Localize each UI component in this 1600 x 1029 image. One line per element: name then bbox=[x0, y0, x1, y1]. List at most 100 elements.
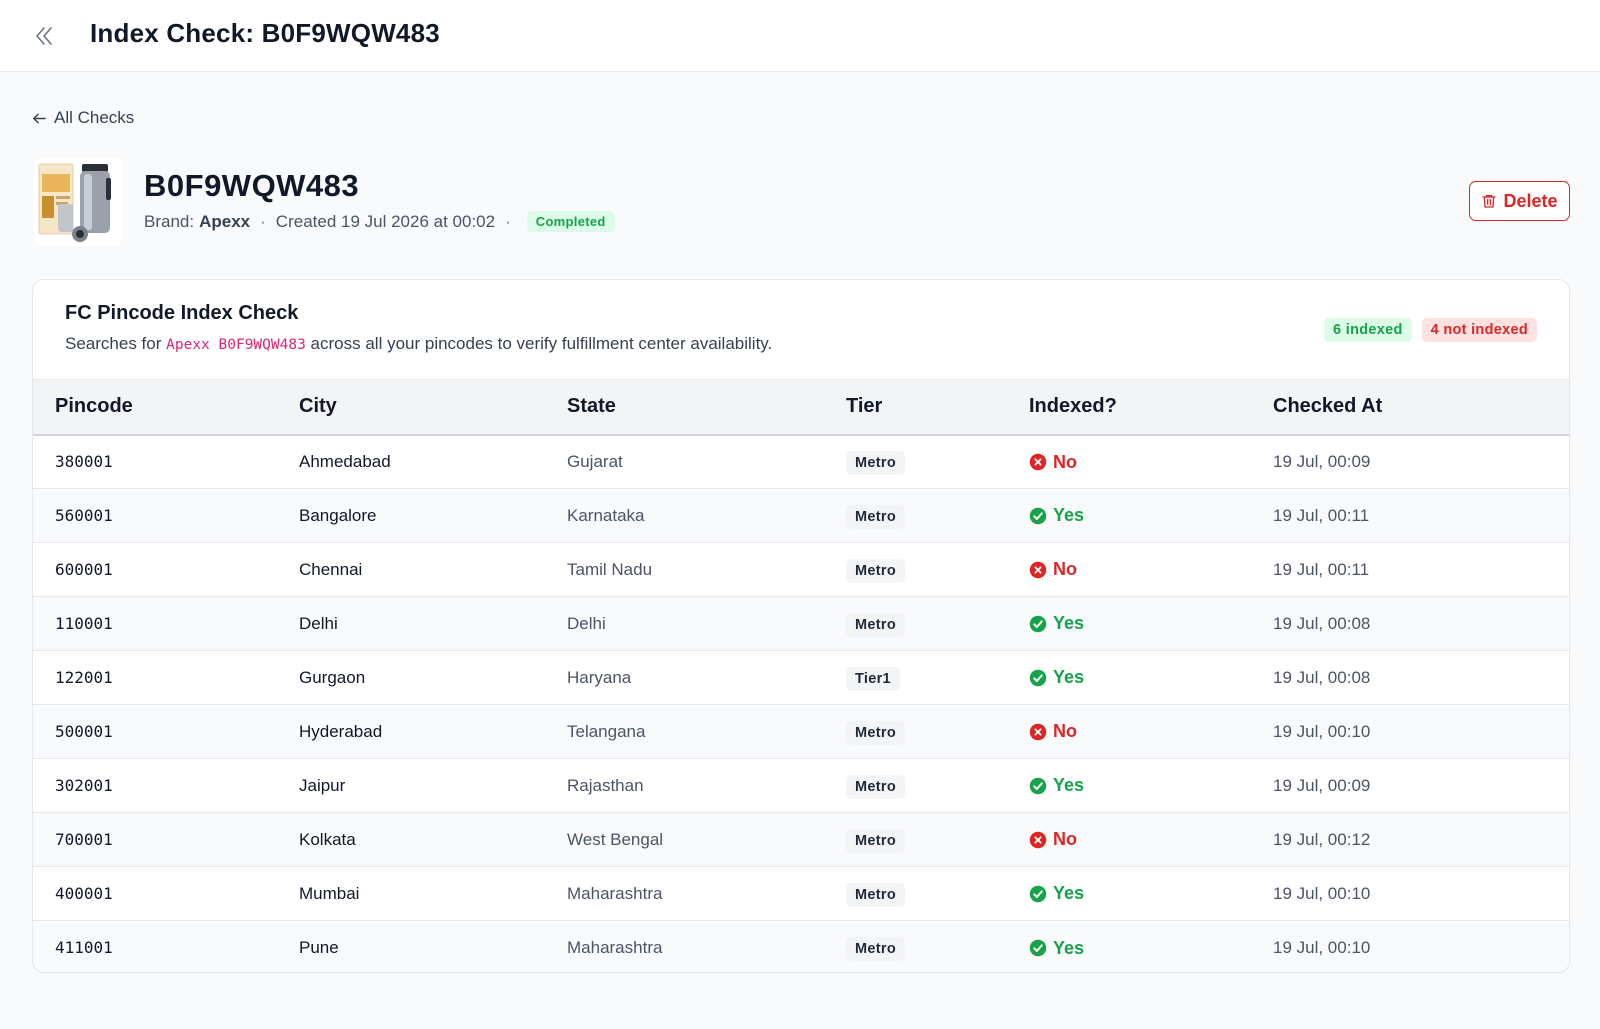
state-cell: West Bengal bbox=[567, 829, 664, 849]
indexed-status-label: No bbox=[1053, 559, 1077, 580]
indexed-cell: Yes bbox=[1029, 867, 1273, 921]
brand-label: Brand: bbox=[144, 211, 195, 231]
double-chevron-left-icon bbox=[36, 27, 52, 45]
table-row: 380001 Ahmedabad Gujarat Metro No 19 Jul, 00:… bbox=[33, 434, 1569, 489]
delete-button[interactable]: Delete bbox=[1469, 181, 1570, 221]
city-cell: Delhi bbox=[299, 613, 338, 633]
tier-cell: Metro bbox=[846, 867, 1029, 921]
collapse-sidebar-button[interactable] bbox=[28, 20, 60, 52]
indexed-status-label: Yes bbox=[1053, 883, 1085, 904]
product-asin: B0F9WQW483 bbox=[144, 168, 360, 203]
state-cell: Tamil Nadu bbox=[567, 559, 653, 579]
table-row: 411001 Pune Maharashtra Metro Yes 19 Jul, 00:… bbox=[33, 920, 1569, 973]
all-checks-link[interactable]: All Checks bbox=[31, 108, 134, 128]
city-cell: Kolkata bbox=[299, 829, 356, 849]
state-cell: Telangana bbox=[567, 721, 646, 741]
indexed-status: No bbox=[1029, 721, 1077, 742]
count-badges: 6 indexed 4 not indexed bbox=[1324, 318, 1537, 342]
check-circle-icon bbox=[1029, 669, 1047, 686]
table-row: 302001 Jaipur Rajasthan Metro Yes 19 Jul, 00:… bbox=[33, 758, 1569, 813]
indexed-status-label: No bbox=[1053, 829, 1077, 850]
indexed-cell: No bbox=[1029, 705, 1273, 759]
table-row: 500001 Hyderabad Telangana Metro No 19 Jul, 0… bbox=[33, 704, 1569, 759]
tier-badge: Tier1 bbox=[846, 667, 900, 691]
checked-at-cell: 19 Jul, 00:11 bbox=[1273, 505, 1370, 525]
checked-at-cell: 19 Jul, 00:10 bbox=[1273, 721, 1371, 741]
table-row: 122001 Gurgaon Haryana Tier1 Yes 19 Jul, 00:0… bbox=[33, 650, 1569, 705]
city-cell: Gurgaon bbox=[299, 667, 366, 687]
check-circle-icon bbox=[1029, 939, 1047, 957]
state-cell: Maharashtra bbox=[567, 883, 663, 903]
indexed-cell: Yes bbox=[1029, 759, 1273, 813]
table-row: 600001 Chennai Tamil Nadu Metro No 19 Jul, 00… bbox=[33, 542, 1569, 597]
tier-cell: Metro bbox=[846, 543, 1029, 597]
table-row: 110001 Delhi Delhi Metro Yes 19 Jul, 00:08 bbox=[33, 596, 1569, 651]
x-circle-icon bbox=[1029, 723, 1047, 740]
header-checked-at: Checked At bbox=[1273, 395, 1383, 418]
header-state: State bbox=[567, 395, 616, 418]
pincode-cell: 700001 bbox=[55, 830, 113, 849]
indexed-status: No bbox=[1029, 559, 1077, 580]
check-circle-icon bbox=[1029, 777, 1047, 794]
tier-badge: Metro bbox=[846, 883, 905, 907]
check-circle-icon bbox=[1029, 507, 1047, 524]
indexed-cell: Yes bbox=[1029, 651, 1273, 705]
city-cell: Mumbai bbox=[299, 883, 360, 903]
indexed-status: Yes bbox=[1029, 667, 1084, 688]
indexed-cell: Yes bbox=[1029, 489, 1273, 543]
city-cell: Hyderabad bbox=[299, 721, 383, 741]
header-pincode: Pincode bbox=[55, 395, 133, 418]
x-circle-icon bbox=[1029, 831, 1047, 848]
indexed-status: Yes bbox=[1029, 938, 1084, 959]
top-bar: Index Check: B0F9WQW483 bbox=[0, 0, 1600, 72]
tier-badge: Metro bbox=[846, 829, 905, 853]
checked-at-cell: 19 Jul, 00:11 bbox=[1273, 559, 1370, 579]
indexed-cell: No bbox=[1029, 813, 1273, 867]
indexed-status-label: No bbox=[1053, 451, 1077, 472]
header-tier: Tier bbox=[846, 395, 883, 418]
tier-badge: Metro bbox=[846, 613, 905, 637]
checked-at-cell: 19 Jul, 00:12 bbox=[1273, 829, 1371, 849]
indexed-status: Yes bbox=[1029, 883, 1084, 904]
city-cell: Chennai bbox=[299, 559, 363, 579]
tier-badge: Metro bbox=[846, 559, 905, 583]
status-badge: Completed bbox=[526, 211, 615, 232]
city-cell: Pune bbox=[299, 937, 339, 957]
pincode-cell: 600001 bbox=[55, 560, 113, 579]
subtitle-suffix: across all your pincodes to verify fulfi… bbox=[310, 334, 773, 353]
state-cell: Haryana bbox=[567, 667, 632, 687]
pincode-cell: 110001 bbox=[55, 614, 113, 633]
subtitle-prefix: Searches for bbox=[65, 334, 162, 353]
tier-cell: Metro bbox=[846, 489, 1029, 543]
pincode-cell: 400001 bbox=[55, 884, 113, 903]
indexed-count-badge: 6 indexed bbox=[1324, 318, 1412, 342]
checked-at-cell: 19 Jul, 00:08 bbox=[1273, 667, 1371, 687]
indexed-status: No bbox=[1029, 452, 1077, 473]
search-query: Apexx B0F9WQW483 bbox=[166, 337, 306, 353]
tier-cell: Metro bbox=[846, 705, 1029, 759]
state-cell: Delhi bbox=[567, 613, 606, 633]
table-body: 380001 Ahmedabad Gujarat Metro No 19 Jul, 00:… bbox=[33, 434, 1569, 973]
tier-badge: Metro bbox=[846, 721, 905, 745]
index-check-card: FC Pincode Index Check Searches for Apex… bbox=[32, 279, 1570, 973]
tier-cell: Tier1 bbox=[846, 651, 1029, 705]
pincode-table: Pincode City State Tier Indexed? Checked… bbox=[33, 379, 1569, 973]
card-title: FC Pincode Index Check bbox=[65, 302, 299, 324]
tier-cell: Metro bbox=[846, 597, 1029, 651]
tier-cell: Metro bbox=[846, 921, 1029, 973]
city-cell: Ahmedabad bbox=[299, 451, 391, 471]
indexed-status-label: Yes bbox=[1053, 667, 1085, 688]
indexed-cell: Yes bbox=[1029, 921, 1273, 973]
indexed-status: No bbox=[1029, 829, 1077, 850]
pincode-cell: 122001 bbox=[55, 668, 113, 687]
table-header-row: Pincode City State Tier Indexed? Checked… bbox=[33, 379, 1569, 435]
pincode-cell: 302001 bbox=[55, 776, 113, 795]
delete-label: Delete bbox=[1503, 190, 1558, 211]
state-cell: Gujarat bbox=[567, 451, 623, 471]
arrow-left-icon bbox=[33, 113, 46, 123]
header-indexed: Indexed? bbox=[1029, 395, 1117, 418]
indexed-status-label: Yes bbox=[1053, 775, 1085, 796]
x-circle-icon bbox=[1029, 453, 1047, 471]
tier-badge: Metro bbox=[846, 775, 905, 799]
brand-name: Apexx bbox=[199, 211, 251, 231]
